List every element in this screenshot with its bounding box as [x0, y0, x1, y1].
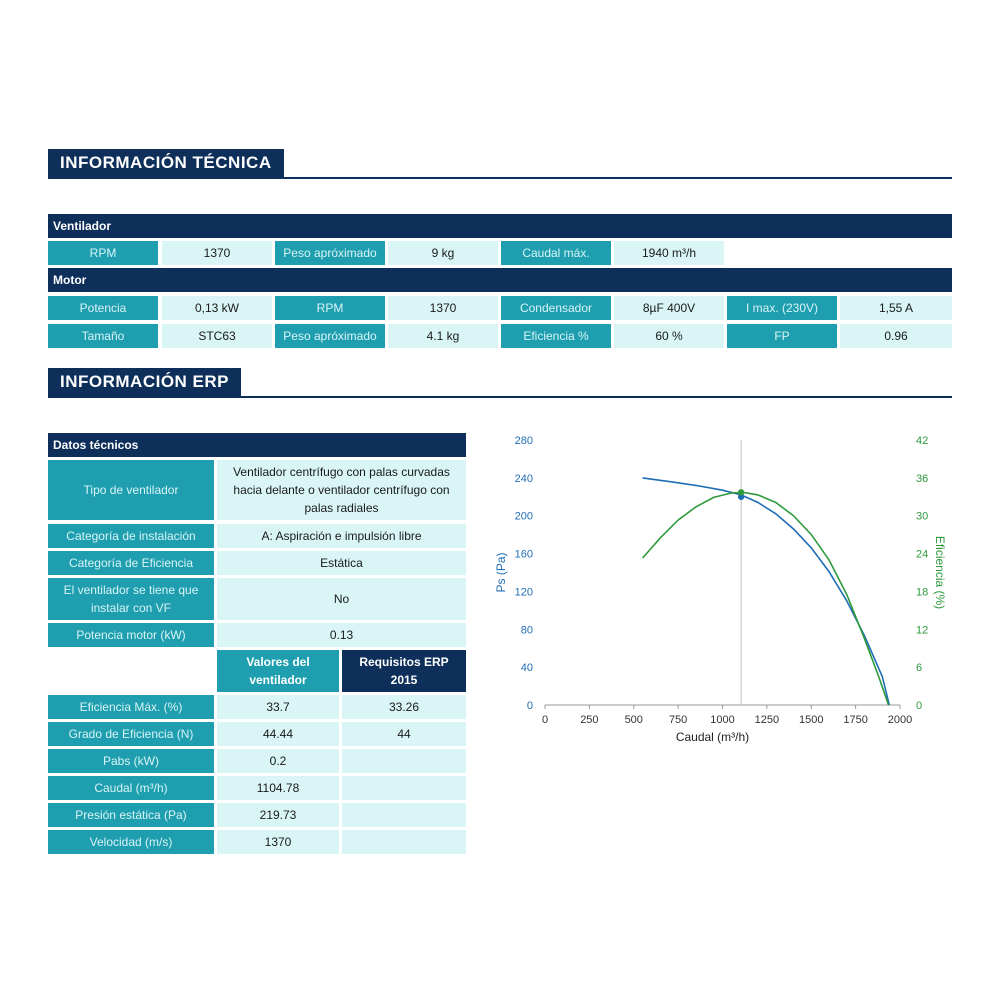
datos-header: Datos técnicos: [48, 433, 466, 457]
y2-tick-label: 0: [916, 700, 922, 712]
x-tick-label: 1500: [799, 714, 823, 726]
y-tick-label: 240: [515, 473, 533, 485]
metric-pabs-label: Pabs (kW): [48, 749, 214, 773]
motor-potencia-label: Potencia: [48, 296, 158, 320]
col-header-valores: Valores del ventilador: [217, 650, 339, 692]
metric-caudal-req: [342, 776, 466, 800]
motor-rpm-value: 1370: [388, 296, 498, 320]
datos-categoria-eficiencia-value: Estática: [217, 551, 466, 575]
x-axis-label: Caudal (m³/h): [676, 730, 749, 744]
ventilador-caudal-label: Caudal máx.: [501, 241, 611, 265]
metric-grado-eficiencia-req: 44: [342, 722, 466, 746]
metric-caudal-value: 1104.78: [217, 776, 339, 800]
x-tick-label: 250: [580, 714, 598, 726]
y-tick-label: 120: [515, 586, 533, 598]
y-tick-label: 0: [527, 700, 533, 712]
y-tick-label: 160: [515, 549, 533, 561]
datos-vf-label: El ventilador se tiene que instalar con …: [48, 578, 214, 620]
metric-presion-req: [342, 803, 466, 827]
y-tick-label: 280: [515, 435, 533, 447]
y2-tick-label: 24: [916, 549, 928, 561]
metric-eficiencia-max-req: 33.26: [342, 695, 466, 719]
motor-tamano-value: STC63: [162, 324, 272, 348]
y-tick-label: 40: [521, 662, 533, 674]
x-tick-label: 0: [542, 714, 548, 726]
section-title-erp: INFORMACIÓN ERP: [48, 368, 241, 396]
ventilador-caudal-value: 1940 m³/h: [614, 241, 724, 265]
datos-instalacion-value: A: Aspiración e impulsión libre: [217, 524, 466, 548]
metric-caudal-label: Caudal (m³/h): [48, 776, 214, 800]
ventilador-peso-label: Peso apróximado: [275, 241, 385, 265]
metric-velocidad-label: Velocidad (m/s): [48, 830, 214, 854]
motor-rpm-label: RPM: [275, 296, 385, 320]
motor-imax-value: 1,55 A: [840, 296, 952, 320]
ventilador-rpm-label: RPM: [48, 241, 158, 265]
x-tick-label: 1250: [755, 714, 779, 726]
datos-tipo-value: Ventilador centrífugo con palas curvadas…: [217, 460, 466, 520]
y-tick-label: 80: [521, 624, 533, 636]
motor-tamano-label: Tamaño: [48, 324, 158, 348]
metric-grado-eficiencia-label: Grado de Eficiencia (N): [48, 722, 214, 746]
x-tick-label: 500: [625, 714, 643, 726]
metric-velocidad-req: [342, 830, 466, 854]
datos-vf-value: No: [217, 578, 466, 620]
y2-tick-label: 12: [916, 624, 928, 636]
motor-potencia-value: 0,13 kW: [162, 296, 272, 320]
y-axis-label: Ps (Pa): [494, 552, 508, 592]
datos-categoria-eficiencia-label: Categoría de Eficiencia: [48, 551, 214, 575]
metric-grado-eficiencia-value: 44.44: [217, 722, 339, 746]
y2-axis-label: Eficiencia (%): [933, 536, 947, 609]
y2-tick-label: 30: [916, 511, 928, 523]
motor-condensador-value: 8µF 400V: [614, 296, 724, 320]
section-header-erp: INFORMACIÓN ERP: [48, 368, 952, 398]
motor-fp-label: FP: [727, 324, 837, 348]
y2-tick-label: 18: [916, 586, 928, 598]
motor-eficiencia-label: Eficiencia %: [501, 324, 611, 348]
x-tick-label: 2000: [888, 714, 912, 726]
metric-presion-value: 219.73: [217, 803, 339, 827]
pressure-marker: [737, 493, 745, 500]
y2-tick-label: 6: [916, 662, 922, 674]
motor-imax-label: I max. (230V): [727, 296, 837, 320]
datos-potencia-motor-label: Potencia motor (kW): [48, 623, 214, 647]
pressure-curve: [642, 477, 891, 706]
performance-chart: 0 250 500 750 1000 1250 1500 1750 20000408012016…: [494, 435, 947, 744]
motor-header: Motor: [48, 268, 952, 292]
datos-tipo-label: Tipo de ventilador: [48, 460, 214, 520]
section-header-tecnica: INFORMACIÓN TÉCNICA: [48, 149, 952, 179]
motor-condensador-label: Condensador: [501, 296, 611, 320]
datos-instalacion-label: Categoría de instalación: [48, 524, 214, 548]
motor-fp-value: 0.96: [840, 324, 952, 348]
x-tick-label: 750: [669, 714, 687, 726]
motor-peso-value: 4.1 kg: [388, 324, 498, 348]
datos-potencia-motor-value: 0.13: [217, 623, 466, 647]
metric-velocidad-value: 1370: [217, 830, 339, 854]
efficiency-marker: [737, 489, 745, 496]
x-tick-label: 1000: [710, 714, 734, 726]
section-title-tecnica: INFORMACIÓN TÉCNICA: [48, 149, 284, 177]
motor-peso-label: Peso apróximado: [275, 324, 385, 348]
metric-eficiencia-max-label: Eficiencia Máx. (%): [48, 695, 214, 719]
metric-pabs-value: 0.2: [217, 749, 339, 773]
motor-eficiencia-value: 60 %: [614, 324, 724, 348]
metric-presion-label: Presión estática (Pa): [48, 803, 214, 827]
ventilador-peso-value: 9 kg: [388, 241, 498, 265]
metric-eficiencia-max-value: 33.7: [217, 695, 339, 719]
metric-pabs-req: [342, 749, 466, 773]
y2-tick-label: 36: [916, 473, 928, 485]
efficiency-curve: [641, 491, 890, 706]
ventilador-header: Ventilador: [48, 214, 952, 238]
col-header-requisitos: Requisitos ERP 2015: [342, 650, 466, 692]
y-tick-label: 200: [515, 511, 533, 523]
x-tick-label: 1750: [843, 714, 867, 726]
ventilador-rpm-value: 1370: [162, 241, 272, 265]
y2-tick-label: 42: [916, 435, 928, 447]
